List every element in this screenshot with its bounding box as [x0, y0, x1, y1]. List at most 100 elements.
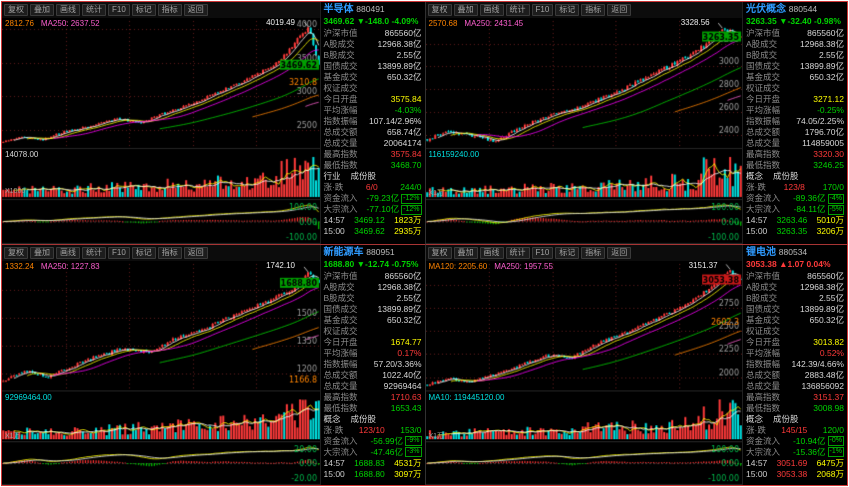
flow-value-group: -15.36亿 -1% — [793, 447, 844, 458]
toolbar-tab-返回[interactable]: 返回 — [607, 246, 632, 259]
price-line: 3469.62 ▼-148.0 -4.09% — [324, 16, 422, 27]
chart-area[interactable]: 1332.24 MA250: 1227.83 92969464.00 X1万 17… — [2, 260, 320, 485]
sector-link-概念[interactable]: 概念 — [323, 413, 341, 424]
row-label: 今日开盘 — [746, 94, 781, 104]
advancers-count: 145/15 — [781, 424, 808, 435]
toolbar-tab-统计[interactable]: 统计 — [505, 246, 530, 259]
toolbar-tab-叠加[interactable]: 叠加 — [30, 4, 54, 16]
tick-volume: 6475万 — [816, 457, 844, 468]
toolbar-tab-叠加[interactable]: 叠加 — [453, 246, 478, 259]
toolbar-tab-统计[interactable]: 统计 — [505, 4, 530, 16]
sector-link-概念[interactable]: 概念 — [746, 413, 764, 424]
toolbar-tab-标记[interactable]: 标记 — [131, 246, 156, 259]
sector-quadrant-880951: 复权 叠加 画线 统计 F10 标记 指标 返回 1332.24 MA250: 1227.83 … — [2, 243, 425, 485]
market-row: 权证成交 — [324, 83, 422, 94]
candlestick-volume-macd-canvas[interactable] — [425, 260, 742, 485]
chart-area[interactable]: 2812.76 MA250: 2637.52 14078.00 X1000 401… — [2, 18, 320, 244]
chart-column: 复权 叠加 画线 统计 F10 标记 指标 返回 1332.24 MA250: 1227.83 … — [2, 244, 320, 485]
flow-row: 资金流入 -79.23亿 -12% — [324, 193, 422, 204]
toolbar-tab-返回[interactable]: 返回 — [607, 4, 632, 16]
toolbar-tab-F10[interactable]: F10 — [531, 4, 554, 16]
toolbar-tab-画线[interactable]: 画线 — [479, 246, 504, 259]
sector-link-成份股[interactable]: 成份股 — [350, 413, 377, 424]
tick-volume: 4531万 — [394, 457, 422, 468]
flow-value-group: -10.94亿 -0% — [793, 436, 844, 447]
sector-link-成份股[interactable]: 成份股 — [350, 171, 377, 181]
row-label: 国债成交 — [746, 303, 781, 314]
flow-pct-badge: -9% — [405, 436, 422, 446]
toolbar-tab-F10[interactable]: F10 — [108, 4, 130, 16]
row-label: 最低指数 — [746, 160, 781, 170]
row-label: 最高指数 — [323, 149, 358, 159]
toolbar-tab-复权[interactable]: 复权 — [427, 246, 452, 259]
tick-time: 15:00 — [746, 226, 768, 236]
toolbar-tab-F10[interactable]: F10 — [108, 246, 130, 259]
row-label: 总成交额 — [746, 369, 781, 380]
toolbar-tab-统计[interactable]: 统计 — [82, 246, 106, 259]
flow-value: -84.11亿 — [793, 204, 826, 214]
row-label: 最高指数 — [746, 149, 781, 159]
toolbar-tab-画线[interactable]: 画线 — [56, 246, 80, 259]
toolbar-tab-标记[interactable]: 标记 — [131, 4, 156, 16]
toolbar-tab-F10[interactable]: F10 — [531, 246, 554, 259]
row-value: 92969464 — [383, 380, 422, 391]
candlestick-volume-macd-canvas[interactable] — [425, 18, 742, 244]
row-label: 今日开盘 — [323, 94, 358, 104]
chart-area[interactable]: 2570.68 MA250: 2431.45 116159240.00 X1万 3… — [425, 18, 742, 244]
market-row: 沪深市值 865560亿 — [746, 271, 844, 282]
toolbar-tab-指标[interactable]: 指标 — [581, 246, 606, 259]
sector-link-成份股[interactable]: 成份股 — [773, 171, 799, 181]
flow-pct-badge: -12% — [401, 204, 422, 215]
chart-toolbar: 复权 叠加 画线 统计 F10 标记 指标 返回 — [425, 244, 742, 261]
toolbar-tab-指标[interactable]: 指标 — [157, 246, 182, 259]
flow-value: -89.36亿 — [792, 193, 826, 203]
row-value: 1796.70亿 — [804, 127, 844, 137]
row-label: 大宗流入 — [746, 204, 781, 214]
sector-link-概念[interactable]: 概念 — [746, 171, 764, 181]
stat-row: 最高指数 3320.30 — [746, 149, 844, 160]
stats-panel: 光伏概念 880544 3263.35 ▼-32.40 -0.98% 沪深市值 8… — [742, 2, 847, 244]
row-value: 650.32亿 — [809, 314, 845, 325]
tick-price: 3263.35 — [776, 226, 808, 236]
row-value: 114859005 — [802, 138, 844, 148]
toolbar-tab-复权[interactable]: 复权 — [427, 4, 452, 16]
toolbar-tab-画线[interactable]: 画线 — [56, 4, 80, 16]
row-value: 650.32亿 — [387, 72, 422, 82]
row-value: 865560亿 — [807, 28, 844, 38]
toolbar-tab-叠加[interactable]: 叠加 — [30, 246, 54, 259]
sector-link-成份股[interactable]: 成份股 — [773, 413, 799, 424]
toolbar-tab-指标[interactable]: 指标 — [581, 4, 606, 16]
toolbar-tab-复权[interactable]: 复权 — [4, 4, 28, 16]
tick-price: 1688.83 — [354, 457, 385, 468]
row-label: 国债成交 — [323, 61, 358, 71]
flow-row: 资金流入 -10.94亿 -0% — [746, 436, 844, 447]
candlestick-volume-macd-canvas[interactable] — [2, 260, 320, 485]
toolbar-tab-复权[interactable]: 复权 — [4, 246, 28, 259]
row-value: 2.55亿 — [818, 292, 844, 303]
price-change: 1.07 — [787, 258, 805, 269]
toolbar-tab-返回[interactable]: 返回 — [183, 246, 208, 259]
toolbar-tab-画线[interactable]: 画线 — [479, 4, 504, 16]
updown-row: 涨·跌 123/10 153/0 — [324, 425, 422, 436]
chart-toolbar: 复权 叠加 画线 统计 F10 标记 指标 返回 — [2, 244, 320, 261]
updown-row: 涨·跌 145/15 120/0 — [746, 425, 844, 436]
market-row: 国债成交 13899.89亿 — [324, 304, 422, 315]
row-value: 865560亿 — [807, 270, 844, 281]
row-label: 平均涨幅 — [323, 105, 358, 115]
stat-row: 指数振幅 74.05/2.25% — [746, 116, 844, 127]
direction-arrow-icon: ▼ — [356, 16, 366, 26]
toolbar-tab-返回[interactable]: 返回 — [183, 4, 208, 16]
chart-area[interactable]: MA120: 2205.60 MA250: 1957.55 MA10: 11944… — [425, 260, 742, 485]
tick-volume: 3097万 — [394, 468, 422, 479]
toolbar-tab-叠加[interactable]: 叠加 — [453, 4, 478, 16]
toolbar-tab-标记[interactable]: 标记 — [555, 4, 580, 16]
sector-link-行业[interactable]: 行业 — [323, 171, 341, 181]
toolbar-tab-统计[interactable]: 统计 — [82, 4, 106, 16]
direction-arrow-icon: ▼ — [779, 16, 788, 26]
toolbar-tab-指标[interactable]: 指标 — [157, 4, 182, 16]
advancers-count: 123/10 — [358, 424, 385, 435]
sector-code: 880544 — [788, 4, 818, 14]
candlestick-volume-macd-canvas[interactable] — [2, 18, 320, 244]
toolbar-tab-标记[interactable]: 标记 — [555, 246, 580, 259]
row-value: 74.05/2.25% — [796, 116, 844, 126]
